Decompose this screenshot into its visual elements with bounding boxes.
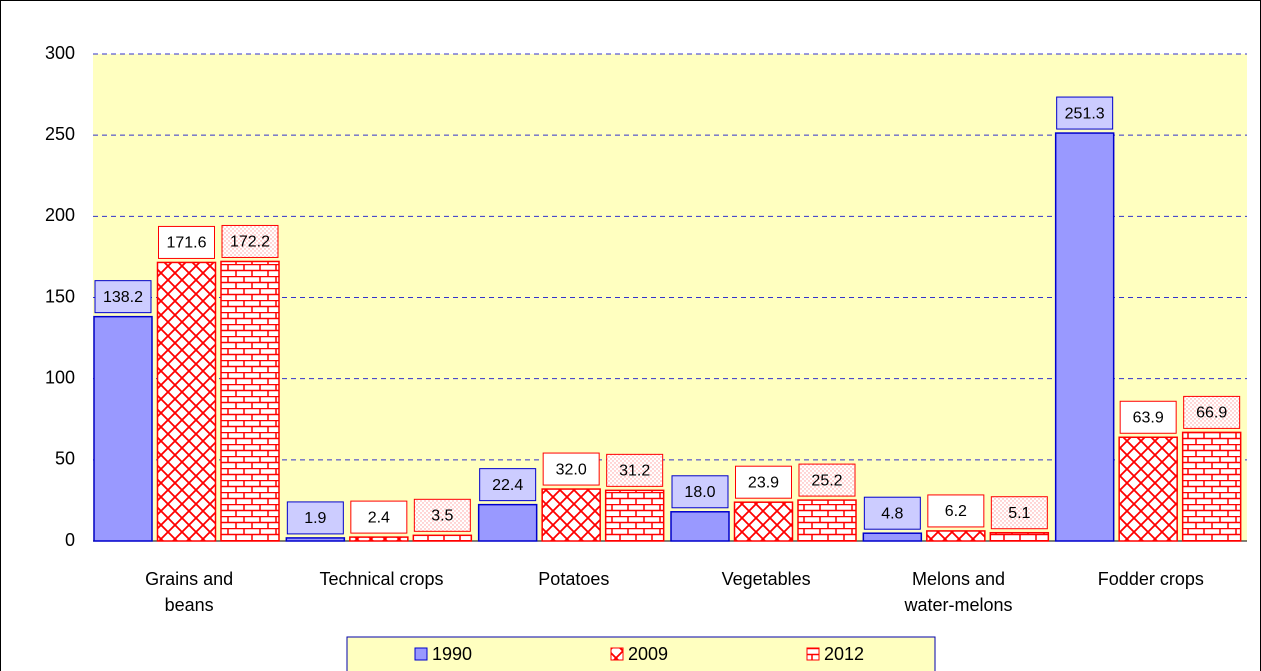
value-label-box (990, 496, 1048, 530)
legend-label: 2009 (628, 644, 668, 664)
bar (989, 531, 1050, 542)
legend-swatch (414, 647, 428, 661)
bar (156, 261, 217, 542)
value-label-box (863, 496, 921, 530)
legend-label: 2012 (824, 644, 864, 664)
value-label-box (350, 500, 408, 534)
value-label-box (606, 453, 664, 487)
bar (1118, 436, 1178, 542)
value-label-box (1056, 96, 1114, 130)
value-label-box (221, 224, 279, 258)
value-label: 32.0 (556, 461, 587, 478)
y-tick-label: 150 (45, 286, 75, 306)
value-label: 138.2 (103, 289, 143, 306)
bar (349, 536, 409, 542)
x-tick-label: Potatoes (538, 569, 610, 589)
bar (733, 501, 794, 542)
value-label-box (158, 225, 215, 259)
value-label: 25.2 (811, 472, 842, 489)
bar (862, 532, 923, 542)
legend-label: 1990 (432, 644, 472, 664)
value-label-box (542, 452, 600, 486)
x-tick-label: Technical crops (319, 569, 444, 589)
x-tick-label: Grains and beans (145, 569, 234, 615)
value-label: 18.0 (684, 484, 715, 501)
value-label-box (798, 463, 856, 497)
value-label-box (413, 498, 471, 532)
value-label-box (286, 501, 344, 535)
bar (412, 534, 473, 542)
bar (220, 260, 280, 542)
legend (346, 636, 936, 671)
value-label: 31.2 (619, 463, 650, 480)
value-label-box (927, 494, 985, 528)
y-tick-label: 100 (45, 367, 75, 387)
bar (1054, 132, 1115, 542)
value-label-box (479, 468, 537, 502)
bar (926, 530, 986, 542)
bar (1181, 431, 1242, 542)
value-label: 6.2 (945, 503, 967, 520)
bar (797, 499, 857, 542)
bar (604, 489, 665, 542)
value-label: 5.1 (1008, 505, 1030, 522)
value-label: 1.9 (304, 510, 326, 527)
value-label: 2.4 (368, 509, 390, 526)
value-label-box (1119, 400, 1177, 434)
value-label: 23.9 (748, 474, 779, 491)
value-label: 66.9 (1196, 405, 1227, 422)
bar (93, 315, 153, 542)
value-label-box (735, 465, 792, 499)
bar (541, 488, 601, 542)
x-tick-label: Melons and water-melons (904, 569, 1013, 615)
value-label: 171.6 (166, 235, 206, 252)
y-tick-label: 50 (55, 449, 75, 469)
value-label: 22.4 (492, 477, 523, 494)
value-label-box (1183, 395, 1241, 429)
y-tick-label: 0 (65, 530, 75, 550)
bar (670, 511, 730, 542)
value-label-box (671, 475, 729, 509)
value-label: 4.8 (881, 505, 903, 522)
value-label: 63.9 (1133, 409, 1164, 426)
value-label-box (94, 280, 152, 314)
x-tick-label: Vegetables (721, 569, 811, 589)
x-tick-label: Fodder crops (1097, 569, 1204, 589)
value-label: 172.2 (230, 234, 270, 251)
legend-swatch (806, 647, 820, 661)
y-tick-label: 200 (45, 205, 75, 225)
bar (285, 537, 346, 542)
y-tick-label: 300 (45, 43, 75, 63)
y-tick-label: 250 (45, 124, 75, 144)
value-label: 3.5 (431, 508, 453, 525)
bar (477, 503, 538, 542)
value-label: 251.3 (1065, 105, 1105, 122)
legend-swatch (610, 647, 624, 661)
